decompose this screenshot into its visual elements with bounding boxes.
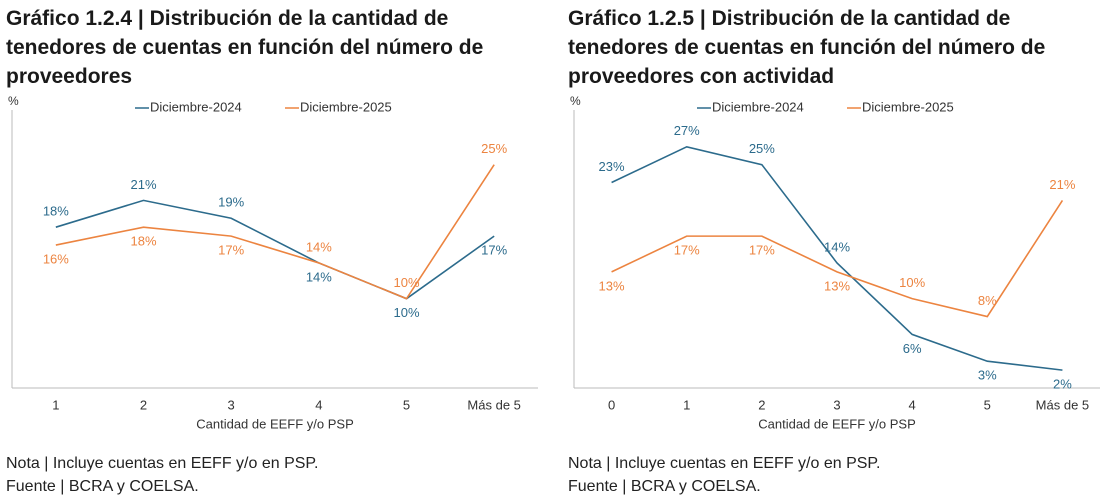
chart-title: Gráfico 1.2.4 | Distribución de la canti… bbox=[6, 7, 484, 88]
data-label: 13% bbox=[824, 278, 850, 293]
x-tick-label: 3 bbox=[228, 397, 235, 412]
data-label: 18% bbox=[130, 234, 156, 249]
data-label: 16% bbox=[43, 252, 69, 267]
x-tick-label: 1 bbox=[52, 397, 59, 412]
y-axis-label: % bbox=[570, 94, 581, 108]
x-tick-label: Más de 5 bbox=[467, 397, 520, 412]
series-line bbox=[611, 145, 1063, 371]
series-line bbox=[611, 199, 1064, 318]
data-label: 25% bbox=[749, 141, 775, 156]
x-tick-label: 4 bbox=[315, 397, 322, 412]
data-label: 17% bbox=[481, 243, 507, 258]
x-tick-label: 2 bbox=[758, 397, 765, 412]
data-label: 27% bbox=[674, 123, 700, 138]
legend-label: Diciembre-2024 bbox=[712, 99, 804, 114]
x-tick-label: 5 bbox=[984, 397, 991, 412]
chart-title: Gráfico 1.2.5 | Distribución de la canti… bbox=[568, 7, 1046, 88]
footnotes: Nota | Incluye cuentas en EEFF y/o en PS… bbox=[568, 452, 880, 498]
data-label: 19% bbox=[218, 195, 244, 210]
chart: % Cantidad de EEFF y/o PSP 1 2 3 4 5 Más de 5 Di… bbox=[8, 94, 538, 431]
data-label: 13% bbox=[599, 278, 625, 293]
chart: % Cantidad de EEFF y/o PSP 0 1 2 3 4 5 Más de 5 D… bbox=[570, 94, 1100, 431]
legend-label: Diciembre-2025 bbox=[300, 99, 392, 114]
data-label: 21% bbox=[130, 177, 156, 192]
legend-label: Diciembre-2025 bbox=[862, 99, 954, 114]
chart-panel: Gráfico 1.2.4 | Distribución de la canti… bbox=[0, 0, 545, 501]
source: Fuente | BCRA y COELSA. bbox=[568, 478, 761, 495]
data-label: 10% bbox=[393, 305, 419, 320]
data-label: 17% bbox=[674, 243, 700, 258]
x-tick-label: 5 bbox=[403, 397, 410, 412]
footnotes: Nota | Incluye cuentas en EEFF y/o en PS… bbox=[6, 452, 318, 498]
x-axis-label: Cantidad de EEFF y/o PSP bbox=[758, 416, 916, 431]
data-label: 17% bbox=[749, 243, 775, 258]
x-axis-label: Cantidad de EEFF y/o PSP bbox=[196, 416, 354, 431]
data-label: 21% bbox=[1049, 177, 1075, 192]
note: Nota | Incluye cuentas en EEFF y/o en PS… bbox=[6, 455, 319, 472]
data-label: 18% bbox=[43, 204, 69, 219]
note: Nota | Incluye cuentas en EEFF y/o en PS… bbox=[568, 455, 881, 472]
legend-label: Diciembre-2024 bbox=[150, 99, 242, 114]
data-label: 14% bbox=[306, 239, 332, 254]
series-line bbox=[55, 199, 495, 300]
data-label: 10% bbox=[393, 275, 419, 290]
data-label: 14% bbox=[824, 239, 850, 254]
x-tick-label: 3 bbox=[833, 397, 840, 412]
data-label: 23% bbox=[599, 159, 625, 174]
data-label: 3% bbox=[978, 368, 997, 383]
source: Fuente | BCRA y COELSA. bbox=[6, 478, 199, 495]
x-tick-label: Más de 5 bbox=[1036, 397, 1089, 412]
data-label: 8% bbox=[978, 293, 997, 308]
x-tick-label: 0 bbox=[608, 397, 615, 412]
x-tick-label: 2 bbox=[140, 397, 147, 412]
data-label: 6% bbox=[903, 341, 922, 356]
data-label: 25% bbox=[481, 141, 507, 156]
x-tick-label: 4 bbox=[909, 397, 916, 412]
data-label: 17% bbox=[218, 243, 244, 258]
x-tick-label: 1 bbox=[683, 397, 690, 412]
data-label: 2% bbox=[1053, 377, 1072, 392]
data-label: 14% bbox=[306, 269, 332, 284]
data-label: 10% bbox=[899, 275, 925, 290]
series-line bbox=[55, 164, 495, 300]
chart-panel: Gráfico 1.2.5 | Distribución de la canti… bbox=[562, 0, 1100, 501]
y-axis-label: % bbox=[8, 94, 19, 108]
